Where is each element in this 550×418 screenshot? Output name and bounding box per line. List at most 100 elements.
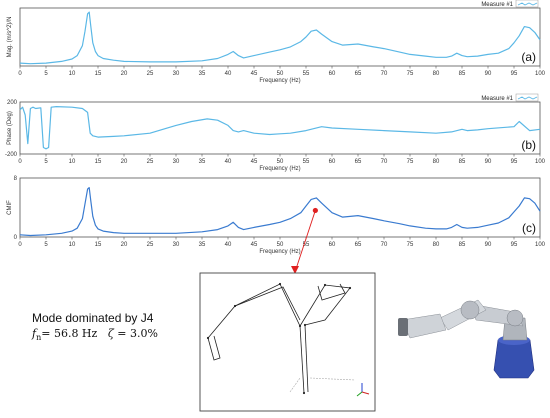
x-tick-label: 55	[303, 159, 310, 165]
x-tick-label: 45	[251, 159, 258, 165]
zeta-symbol: ζ	[107, 327, 114, 340]
x-tick-label: 85	[459, 71, 466, 77]
x-tick-label: 10	[69, 159, 76, 165]
x-tick-label: 40	[225, 159, 232, 165]
x-tick-label: 55	[303, 242, 310, 248]
x-tick-label: 90	[485, 71, 492, 77]
mode-shape-joint	[233, 304, 237, 308]
annotation-marker	[312, 207, 318, 214]
legend-entry: Measure #1	[481, 96, 513, 102]
mode-shape-joint	[323, 283, 327, 287]
panel-label: (c)	[522, 221, 536, 235]
x-tick-label: 90	[485, 242, 492, 248]
mode-parameters: fn= 56.8 Hz ζ = 3.0%	[32, 327, 158, 342]
x-tick-label: 100	[535, 159, 546, 165]
annotation-arrow-line	[294, 210, 316, 273]
chart-panel-1: 0 5 10 15 20 25 30 35 40 45 50 55 60 65 70 75 80 85 90 95 10…	[7, 0, 546, 84]
x-tick-label: 25	[147, 159, 154, 165]
x-tick-label: 0	[18, 159, 22, 165]
mode-shape-link	[207, 283, 351, 339]
x-tick-label: 100	[535, 242, 546, 248]
x-tick-label: 75	[407, 242, 414, 248]
x-tick-label: 5	[44, 71, 48, 77]
y-tick-label: -200	[5, 152, 18, 158]
x-tick-label: 10	[69, 71, 76, 77]
panel-label: (a)	[521, 50, 536, 64]
legend-entry: Measure #1	[481, 2, 513, 8]
x-tick-label: 10	[69, 242, 76, 248]
x-tick-label: 60	[329, 71, 336, 77]
annotation-arrow-head	[291, 266, 299, 274]
x-tick-label: 35	[199, 71, 206, 77]
axis-triad-y	[356, 391, 363, 397]
mode-title: Mode dominated by J4	[32, 311, 154, 325]
x-tick-label: 60	[329, 159, 336, 165]
legend-swatch-line	[517, 2, 538, 6]
x-tick-label: 50	[277, 159, 284, 165]
series-line-1	[19, 106, 541, 150]
y-tick-label: 200	[7, 100, 18, 106]
x-tick-label: 20	[121, 159, 128, 165]
mode-shape-joint	[206, 336, 210, 340]
chart-panel-3: 0 5 10 15 20 25 30 35 40 45 50 55 60 65 70 75 80 85 90 95 10…	[7, 176, 546, 274]
series-line-1	[19, 187, 541, 237]
x-tick-label: 25	[147, 71, 154, 77]
x-tick-label: 30	[173, 71, 180, 77]
x-tick-label: 80	[433, 159, 440, 165]
x-tick-label: 0	[18, 71, 22, 77]
x-tick-label: 100	[535, 71, 546, 77]
x-tick-label: 70	[381, 242, 388, 248]
x-tick-label: 65	[355, 242, 362, 248]
chart-panel-2: 0 5 10 15 20 25 30 35 40 45 50 55 60 65 70 75 80 85 90 95 10…	[5, 93, 546, 172]
x-axis-label: Frequency (Hz)	[259, 78, 300, 84]
x-tick-label: 5	[44, 242, 48, 248]
mode-shape-link	[317, 283, 346, 301]
x-axis-label: Frequency (Hz)	[259, 166, 300, 172]
x-tick-label: 35	[199, 159, 206, 165]
robot-end-effector	[398, 318, 408, 336]
x-tick-label: 85	[459, 242, 466, 248]
x-tick-label: 20	[121, 242, 128, 248]
x-tick-label: 75	[407, 159, 414, 165]
x-tick-label: 15	[95, 242, 102, 248]
mode-shape-link	[299, 325, 305, 394]
panel-label: (b)	[521, 138, 536, 152]
y-axis-label: Phase (Deg)	[7, 111, 13, 145]
x-tick-label: 75	[407, 71, 414, 77]
y-axis-label: Mag. (m/s^2)/N	[7, 17, 13, 58]
x-tick-label: 95	[511, 242, 518, 248]
robot-base	[493, 339, 535, 379]
plot-frame	[19, 7, 541, 67]
robot-arm-illustration	[398, 299, 535, 379]
x-tick-label: 45	[251, 71, 258, 77]
ground-line	[309, 377, 356, 381]
mode-shape-joint	[303, 323, 307, 327]
x-tick-label: 65	[355, 71, 362, 77]
y-tick-label: 8	[14, 176, 18, 182]
x-tick-label: 5	[44, 159, 48, 165]
x-axis-label: Frequency (Hz)	[259, 249, 300, 255]
x-tick-label: 45	[251, 242, 258, 248]
fn-value: = 56.8 Hz	[41, 327, 98, 340]
x-tick-label: 25	[147, 242, 154, 248]
mode-shape-link	[304, 324, 309, 393]
x-tick-label: 15	[95, 71, 102, 77]
x-tick-label: 40	[225, 71, 232, 77]
mode-shape-joint	[302, 391, 306, 395]
x-tick-label: 0	[18, 242, 22, 248]
mode-shape-link	[207, 335, 221, 361]
fn-symbol: f	[32, 327, 37, 340]
fn-subscript: n	[36, 333, 42, 343]
robot-wrist	[401, 313, 447, 339]
x-tick-label: 30	[173, 242, 180, 248]
x-tick-label: 80	[433, 71, 440, 77]
x-tick-label: 15	[95, 159, 102, 165]
plot-frame	[19, 101, 541, 155]
x-tick-label: 65	[355, 159, 362, 165]
legend-swatch-line	[517, 96, 538, 100]
x-tick-label: 80	[433, 242, 440, 248]
x-tick-label: 90	[485, 159, 492, 165]
mode-shape-link	[234, 286, 301, 321]
mode-shape-joint	[278, 282, 282, 286]
